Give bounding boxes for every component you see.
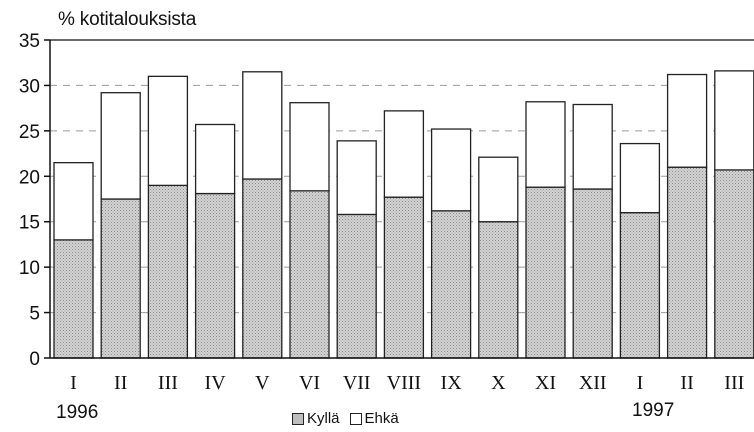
y-tick-label-35: 35 [19,31,40,52]
bar-kylla-7 [383,196,425,359]
x-tick-label-3: IV [205,372,227,394]
bar-kylla-1 [100,198,141,359]
legend-label-kylla: Kyllä [307,410,340,427]
bar-ehka-14 [714,70,754,171]
x-tick-label-5: VI [299,372,320,394]
bar-kylla-12 [619,211,661,359]
x-tick-label-11: XII [579,372,607,394]
x-tick-label-14: III [724,372,744,394]
y-tick-label-10: 10 [19,258,40,279]
x-tick-label-1: II [114,372,127,394]
y-tick-label-5: 5 [29,304,40,325]
bar-kylla-2 [147,184,189,359]
bar-kylla-11 [572,188,613,359]
legend-label-ehka: Ehkä [364,410,399,427]
bars [53,70,754,359]
x-tick-label-4: V [255,372,270,394]
bar-ehka-3 [194,123,236,195]
bar-ehka-11 [572,103,613,190]
legend-item-kylla: Kyllä [292,410,340,427]
x-tick-label-10: XI [535,372,556,394]
x-tick-label-0: I [70,372,77,394]
y-tick-label-0: 0 [29,349,40,370]
bar-kylla-9 [478,221,519,359]
x-tick-label-6: VII [343,372,371,394]
bar-kylla-6 [336,213,377,359]
x-tick-label-7: VIII [387,372,421,394]
y-tick-label-25: 25 [19,122,40,143]
bar-ehka-10 [525,101,566,188]
year-label-1997: 1997 [632,400,675,421]
bar-kylla-10 [525,186,566,359]
bar-ehka-0 [53,162,94,241]
bar-ehka-6 [336,140,377,216]
x-tick-label-9: X [491,372,506,394]
bar-ehka-9 [478,156,519,223]
y-tick-label-30: 30 [19,76,40,97]
bar-ehka-2 [147,75,189,187]
legend-swatch-kylla [292,412,304,425]
bar-kylla-3 [194,192,236,359]
bar-ehka-12 [619,142,661,214]
legend-item-ehka: Ehkä [349,410,399,427]
bar-ehka-7 [383,110,425,198]
bar-kylla-5 [289,190,330,359]
y-axis-label: % kotitalouksista [58,9,197,30]
x-tick-label-13: II [680,372,693,394]
legend-swatch-ehka [349,412,362,425]
bar-ehka-13 [666,73,708,168]
bar-ehka-5 [289,102,330,192]
bar-ehka-4 [242,71,283,180]
year-label-1996: 1996 [56,402,99,423]
y-tick-label-20: 20 [19,167,40,188]
bar-kylla-14 [714,169,754,359]
bar-kylla-13 [666,166,708,359]
legend: Kyllä Ehkä [292,410,409,427]
y-tick-label-15: 15 [19,213,40,234]
x-tick-label-8: IX [441,372,463,394]
bar-ehka-8 [430,128,472,212]
bar-kylla-4 [242,178,283,359]
x-tick-labels: I II III IV V VI VII VIII IX X XI XII I II III [70,372,744,394]
y-tick-labels: 0 5 10 15 20 25 30 35 [19,31,40,370]
x-tick-label-12: I [637,372,644,394]
bar-ehka-1 [100,92,141,200]
x-tick-label-2: III [158,372,178,394]
bar-kylla-0 [53,239,94,359]
axes [44,39,754,359]
bar-kylla-8 [430,210,472,359]
